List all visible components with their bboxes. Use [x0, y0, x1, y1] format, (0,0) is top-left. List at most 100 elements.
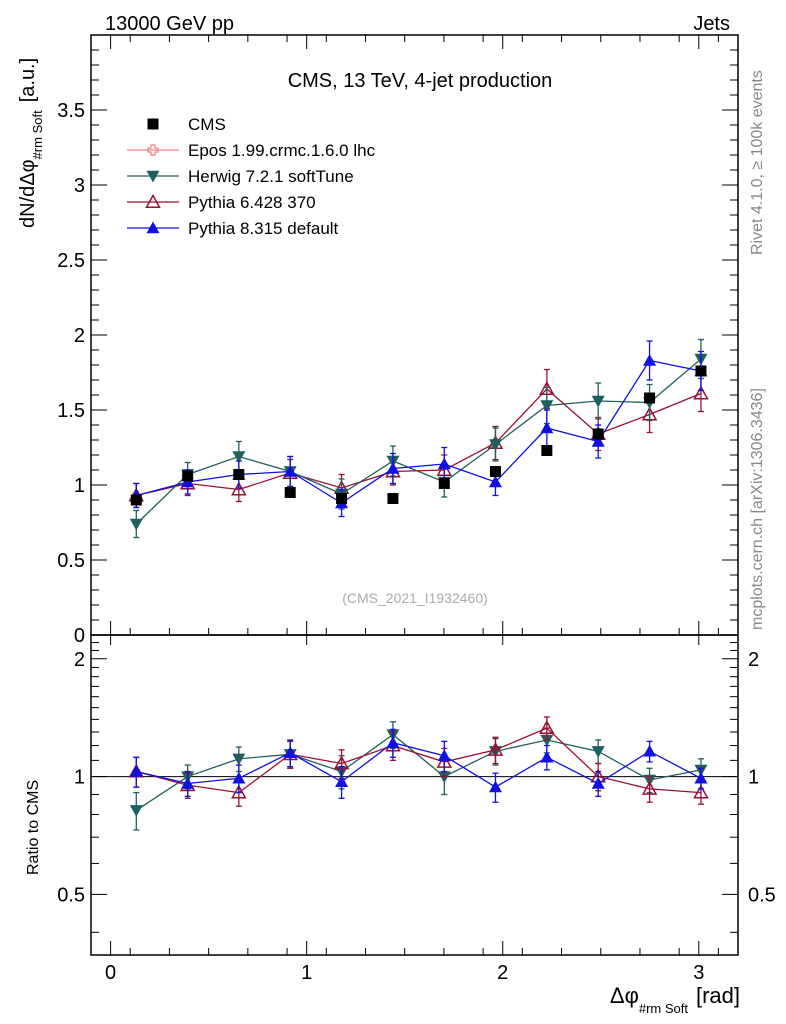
chart-title: CMS, 13 TeV, 4-jet production — [288, 70, 553, 92]
ratio-pythia6-point — [539, 720, 555, 735]
x-axis-label: Δφ#rm Soft[rad] — [610, 983, 740, 1016]
ratio-herwig-point — [129, 805, 143, 817]
cms-point — [592, 428, 604, 440]
ratio-pythia8 — [129, 728, 708, 803]
ratio-tick-label-right: 2 — [748, 649, 759, 671]
ratio-tick-label: 0.5 — [57, 884, 85, 906]
herwig-point — [232, 451, 246, 463]
pythia8-line — [136, 359, 702, 504]
side-label-top: Rivet 4.1.0, ≥ 100k events — [749, 70, 766, 255]
ratio-plot-frame — [90, 634, 739, 956]
ratio-pythia6-point — [487, 741, 504, 756]
herwig-point — [129, 518, 143, 531]
pythia8-point — [540, 421, 554, 434]
legend-herwig-label: Herwig 7.2.1 softTune — [188, 167, 354, 186]
pythia8-point — [386, 462, 400, 474]
ratio-pythia6 — [128, 716, 709, 807]
ratio-pythia8-point — [591, 777, 605, 789]
cms-point — [695, 365, 707, 377]
herwig-point — [488, 439, 502, 451]
side-label-bottom: mcplots.cern.ch [arXiv:1306.3436] — [749, 388, 766, 630]
legend-pythia8-marker — [146, 221, 160, 234]
ratio-pythia8-point — [386, 736, 400, 748]
pythia6-line — [136, 388, 702, 497]
cms-point — [387, 493, 399, 504]
cms-point — [644, 392, 656, 404]
ratio-pythia8-point — [694, 771, 708, 784]
pythia8-point — [283, 465, 297, 477]
ratio-tick-label-right: 0.5 — [748, 884, 776, 906]
cms-point — [541, 445, 553, 456]
series-herwig — [129, 338, 708, 539]
cms-point — [182, 470, 194, 482]
ratio-herwig-point — [540, 734, 554, 747]
ratio-herwig-point — [232, 753, 246, 766]
ratio-pythia8-point — [129, 765, 143, 777]
ratio-herwig-line — [135, 733, 702, 811]
pythia8-point — [437, 457, 451, 470]
herwig-point — [591, 395, 605, 408]
header-right: Jets — [693, 13, 730, 35]
y-tick-label: 0.5 — [57, 550, 85, 572]
legend-pythia6-label: Pythia 6.428 370 — [188, 193, 316, 212]
series-pythia6 — [128, 368, 709, 509]
ratio-herwig-point — [591, 746, 605, 758]
x-tick-label: 0 — [105, 962, 116, 984]
legend-herwig-marker — [146, 170, 160, 183]
analysis-id: (CMS_2021_I1932460) — [342, 590, 488, 606]
pythia6-point — [693, 385, 709, 400]
legend-item-epos: Epos 1.99.crmc.1.6.0 lhc — [127, 141, 376, 160]
x-tick-label: 3 — [693, 962, 704, 984]
cms-point — [130, 494, 142, 506]
y-tick-label: 3.5 — [57, 100, 85, 122]
pythia8-point — [591, 435, 605, 447]
header-left: 13000 GeV pp — [105, 13, 234, 35]
cms-point — [233, 469, 245, 480]
y-tick-label: 1.5 — [57, 400, 85, 422]
series-cms — [130, 365, 707, 506]
legend-cms-label: CMS — [188, 115, 226, 134]
ratio-y-axis-label: Ratio to CMS — [25, 780, 42, 875]
svg-text:dN/dΔφ#rm Soft[a.u.]: dN/dΔφ#rm Soft[a.u.] — [17, 58, 45, 228]
cms-point — [284, 487, 296, 498]
x-tick-label: 2 — [497, 962, 508, 984]
ratio-tick-label: 1 — [74, 767, 85, 789]
legend-item-herwig: Herwig 7.2.1 softTune — [127, 167, 354, 186]
cms-point — [336, 493, 348, 504]
ratio-pythia8-point — [540, 750, 554, 763]
herwig-point — [540, 400, 554, 412]
legend-pythia8-label: Pythia 8.315 default — [188, 219, 339, 238]
ratio-pythia6-point — [693, 784, 709, 799]
ratio-pythia8-point — [488, 780, 502, 793]
legend-item-pythia6: Pythia 6.428 370 — [127, 193, 316, 212]
ratio-tick-label-right: 1 — [748, 767, 759, 789]
legend-epos-label: Epos 1.99.crmc.1.6.0 lhc — [188, 141, 376, 160]
ratio-pythia8-point — [181, 777, 195, 789]
ratio-pythia8-point — [283, 746, 297, 759]
ratio-pythia8-point — [643, 744, 657, 757]
pythia8-point — [643, 354, 657, 366]
ratio-pythia8-point — [335, 775, 349, 787]
ratio-pythia8-point — [232, 771, 246, 784]
ratio-pythia6-line — [136, 727, 701, 794]
ratio-herwig — [129, 721, 708, 831]
y-tick-label: 3 — [74, 175, 85, 197]
pythia8-point — [488, 475, 502, 488]
ratio-tick-label: 2 — [74, 649, 85, 671]
cms-point — [438, 478, 450, 489]
y-tick-label: 0 — [74, 625, 85, 647]
y-tick-label: 1 — [74, 475, 85, 497]
legend-item-cms: CMS — [147, 115, 226, 134]
legend-cms-marker — [147, 118, 159, 130]
legend-item-pythia8: Pythia 8.315 default — [127, 219, 339, 238]
ratio-pythia8-point — [437, 749, 451, 761]
cms-point — [489, 466, 501, 477]
legend-pythia6-marker — [145, 193, 161, 208]
y-tick-label: 2.5 — [57, 250, 85, 272]
ratio-pythia6-point — [641, 780, 658, 795]
x-tick-label: 1 — [301, 962, 312, 984]
y-tick-label: 2 — [74, 325, 85, 347]
y-axis-label: dN/dΔφ#rm Soft[a.u.] — [17, 58, 45, 228]
herwig-line — [135, 358, 702, 525]
